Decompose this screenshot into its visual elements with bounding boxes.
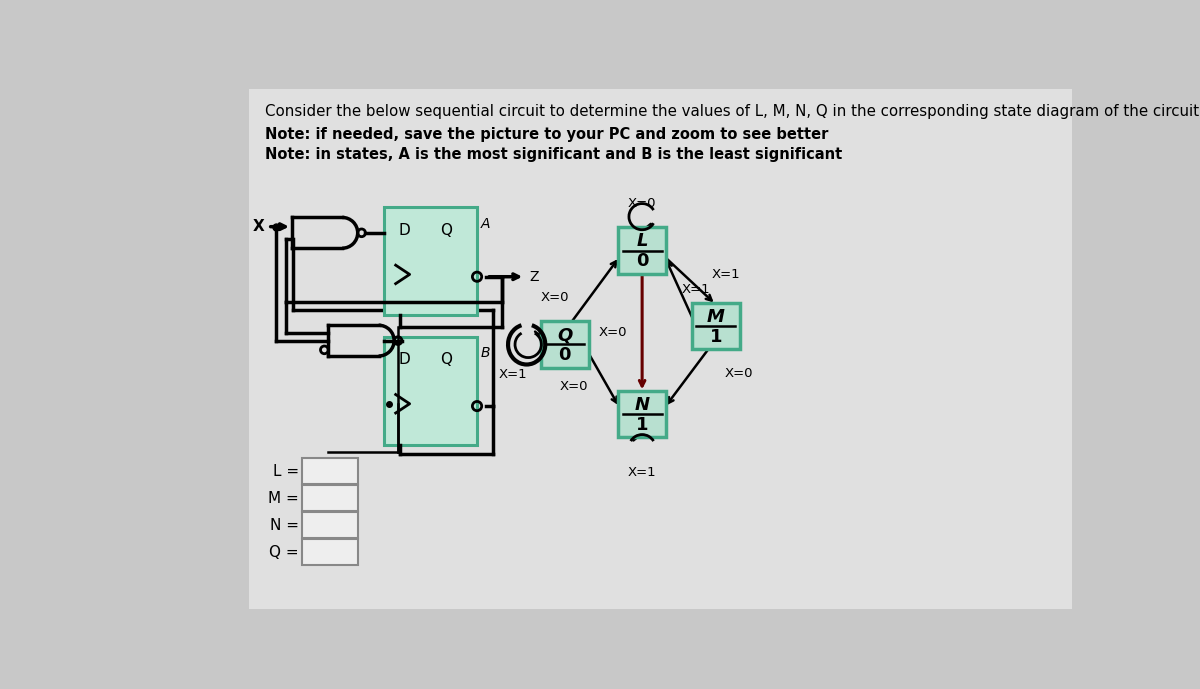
Text: A: A [481, 216, 491, 231]
Text: 0: 0 [558, 347, 571, 364]
Text: Consider the below sequential circuit to determine the values of L, M, N, Q in t: Consider the below sequential circuit to… [265, 104, 1200, 119]
Text: Note: in states, A is the most significant and B is the least significant: Note: in states, A is the most significa… [265, 147, 842, 163]
Text: X=0: X=0 [628, 196, 656, 209]
FancyBboxPatch shape [691, 303, 739, 349]
FancyBboxPatch shape [250, 89, 1073, 608]
FancyBboxPatch shape [384, 207, 478, 316]
Text: D: D [398, 352, 409, 367]
Text: X=0: X=0 [725, 367, 754, 380]
Text: N: N [635, 395, 649, 413]
Text: D: D [398, 223, 409, 238]
Text: X=0: X=0 [599, 326, 626, 339]
FancyBboxPatch shape [541, 321, 589, 367]
FancyBboxPatch shape [302, 485, 358, 511]
Text: 1: 1 [636, 415, 648, 433]
Text: Q: Q [557, 326, 572, 344]
FancyBboxPatch shape [618, 391, 666, 437]
Text: Q =: Q = [269, 545, 299, 560]
Text: M: M [707, 308, 725, 326]
FancyBboxPatch shape [302, 458, 358, 484]
Text: Z: Z [529, 269, 539, 284]
Text: X=0: X=0 [541, 291, 570, 304]
Text: Q: Q [440, 352, 452, 367]
Text: N =: N = [270, 518, 299, 533]
Text: Note: if needed, save the picture to your PC and zoom to see better: Note: if needed, save the picture to you… [265, 127, 828, 143]
FancyBboxPatch shape [302, 513, 358, 537]
FancyBboxPatch shape [384, 337, 478, 444]
FancyBboxPatch shape [302, 539, 358, 565]
Text: X=0: X=0 [559, 380, 588, 393]
Text: X=1: X=1 [682, 282, 710, 296]
Text: M =: M = [268, 491, 299, 506]
Text: 1: 1 [709, 328, 722, 346]
Text: X=1: X=1 [712, 268, 740, 281]
Text: L: L [636, 232, 648, 250]
FancyBboxPatch shape [618, 227, 666, 274]
Text: clk: clk [330, 460, 348, 473]
Text: X=1: X=1 [498, 367, 527, 380]
Text: B: B [481, 346, 491, 360]
Text: Q: Q [440, 223, 452, 238]
Text: X: X [253, 219, 265, 234]
Text: X=1: X=1 [628, 466, 656, 479]
Text: 0: 0 [636, 252, 648, 270]
Text: L =: L = [272, 464, 299, 479]
